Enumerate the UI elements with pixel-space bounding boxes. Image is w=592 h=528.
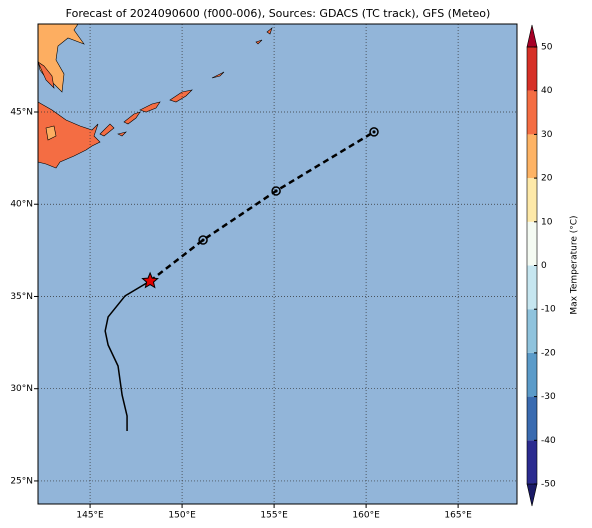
colorbar-tick-label: -20 (541, 348, 556, 358)
colorbar-tick-label: -30 (541, 392, 556, 402)
colorbar-segment (527, 47, 537, 91)
colorbar-tick-label: 50 (541, 43, 553, 53)
colorbar-tick-label: 10 (541, 217, 553, 227)
colorbar-segment (527, 178, 537, 222)
colorbar-tick-label: 30 (541, 130, 553, 140)
track-point-center (372, 130, 376, 134)
colorbar-extend (526, 24, 538, 48)
colorbar-segment (527, 134, 537, 179)
colorbar-segment (527, 352, 537, 397)
colorbar-segment (527, 309, 537, 353)
y-tick-label: 25°N (10, 476, 33, 486)
y-tick-label: 40°N (10, 200, 33, 210)
colorbar-segment (527, 440, 537, 484)
chart-title: Forecast of 2024090600 (f000-006), Sourc… (66, 7, 491, 20)
x-tick-label: 155°E (260, 511, 288, 521)
colorbar-segment (527, 265, 537, 310)
track-point (369, 127, 379, 137)
track-line (104, 280, 151, 431)
colorbar-tick-label: -40 (541, 436, 556, 446)
colorbar-tick-label: 0 (541, 261, 547, 271)
colorbar-label: Max Temperature (°C) (570, 215, 580, 314)
colorbar-segment (527, 221, 537, 266)
colorbar-segment (527, 90, 537, 135)
y-tick-label: 35°N (10, 292, 33, 302)
track-star (141, 271, 159, 289)
y-tick-label: 30°N (10, 384, 33, 394)
x-tick-label: 165°E (444, 511, 472, 521)
x-tick-label: 160°E (352, 511, 380, 521)
x-tick-label: 150°E (168, 511, 196, 521)
colorbar-tick-label: 20 (541, 174, 553, 184)
track-point-center (274, 189, 278, 193)
colorbar-segment (527, 396, 537, 441)
colorbar-tick-label: -10 (541, 305, 556, 315)
x-tick-label: 145°E (76, 511, 104, 521)
track-point (198, 235, 208, 245)
track-line (149, 130, 375, 282)
colorbar-extend (526, 483, 538, 507)
colorbar-tick-label: -50 (541, 480, 556, 490)
colorbar-tick-label: 40 (541, 86, 553, 96)
track-point-center (201, 238, 205, 242)
map-frame (37, 23, 518, 505)
ocean (38, 24, 517, 504)
land (37, 23, 273, 169)
y-tick-label: 45°N (10, 107, 33, 117)
track-point (271, 186, 281, 196)
